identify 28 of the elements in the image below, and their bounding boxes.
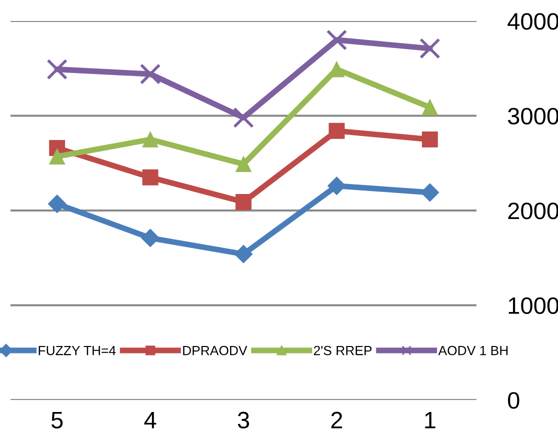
point (236, 194, 252, 210)
point (46, 58, 68, 80)
legend-label: DPRAODV (183, 346, 248, 356)
point (419, 38, 440, 59)
point (140, 64, 161, 84)
point (233, 107, 254, 128)
point (328, 122, 345, 139)
legend-label: FUZZY TH=4 (38, 346, 116, 356)
legend-label: AODV 1 BH (438, 346, 508, 356)
point (236, 156, 252, 172)
y-tick-label: 0 (508, 392, 520, 409)
point (141, 228, 160, 248)
point (142, 131, 158, 148)
x-tick-label: 1 (425, 412, 436, 428)
point (326, 30, 348, 50)
point (48, 194, 66, 214)
x-tick-label: 4 (144, 412, 156, 428)
point (328, 176, 346, 196)
legend-label: 2'S RREP (314, 346, 372, 356)
x-tick-label: 5 (51, 412, 63, 428)
point (142, 169, 158, 186)
point (422, 99, 438, 116)
point (422, 131, 438, 148)
point (420, 183, 440, 202)
x-tick-label: 3 (238, 412, 250, 428)
x-tick-label: 2 (331, 412, 342, 428)
point (234, 244, 253, 264)
point (49, 148, 66, 164)
